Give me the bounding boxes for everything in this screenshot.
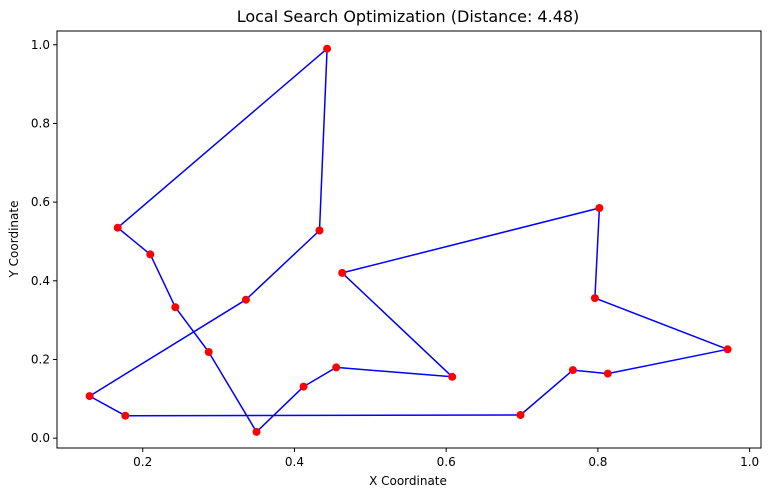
- city-point: [121, 411, 130, 420]
- y-tick-label: 0.4: [31, 274, 50, 288]
- y-tick-label: 0.8: [31, 116, 50, 130]
- y-axis-label: Y Coordinate: [7, 201, 21, 279]
- city-point: [204, 348, 213, 356]
- city-point: [338, 268, 347, 277]
- x-tick-label: 0.6: [437, 455, 456, 469]
- y-tick-label: 0.2: [31, 352, 50, 366]
- plot-area: [56, 30, 762, 449]
- city-point: [723, 345, 732, 354]
- city-point: [315, 226, 324, 235]
- chart-title: Local Search Optimization (Distance: 4.4…: [237, 7, 580, 26]
- x-tick-label: 0.4: [285, 455, 304, 469]
- city-point: [241, 295, 250, 304]
- city-point: [171, 303, 180, 312]
- x-tick-label: 0.8: [588, 455, 607, 469]
- city-point: [516, 411, 525, 419]
- city-point: [590, 294, 599, 303]
- city-point: [299, 382, 308, 391]
- city-point: [595, 204, 604, 212]
- x-tick-label: 0.2: [133, 455, 152, 469]
- y-tick-label: 0.6: [31, 195, 50, 209]
- x-axis-label: X Coordinate: [369, 474, 447, 488]
- city-point: [146, 250, 155, 259]
- city-point: [603, 369, 612, 378]
- tour-series: [85, 44, 732, 436]
- city-point: [568, 366, 577, 375]
- city-point: [448, 372, 457, 381]
- city-point: [323, 44, 332, 53]
- city-point: [113, 223, 122, 232]
- city-point: [85, 392, 94, 401]
- x-tick-label: 1.0: [740, 455, 759, 469]
- city-point: [332, 363, 341, 372]
- y-tick-label: 1.0: [31, 38, 50, 52]
- tour-line: [88, 48, 729, 433]
- y-axis: 0.0 0.2 0.4 0.6 0.8 1.0: [31, 38, 57, 445]
- y-tick-label: 0.0: [31, 431, 50, 445]
- x-axis: 0.2 0.4 0.6 0.8 1.0: [133, 448, 759, 469]
- city-point: [252, 427, 261, 436]
